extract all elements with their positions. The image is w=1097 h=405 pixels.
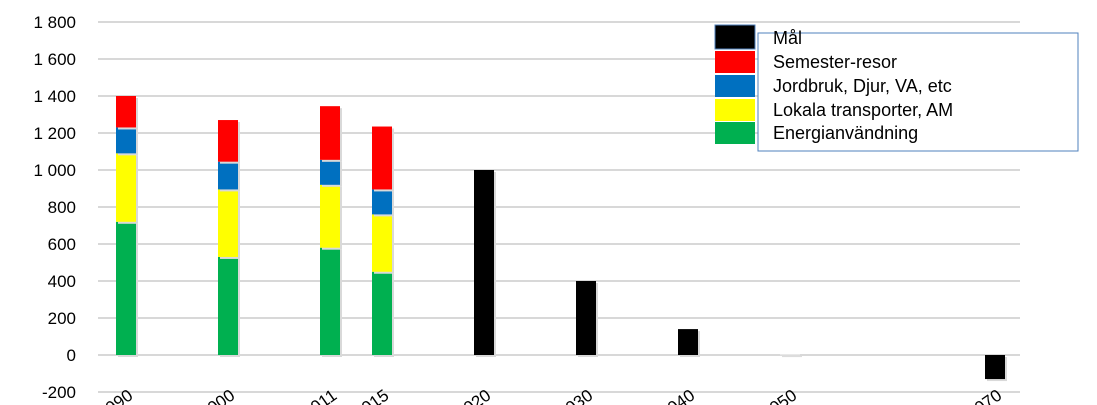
bar-2015-energianv-ndning: [372, 271, 392, 355]
x-tick-label: 2015: [350, 386, 392, 405]
legend-label: Jordbruk, Djur, VA, etc: [773, 76, 952, 96]
x-tick-label: 2070: [963, 386, 1005, 405]
y-tick-label: 400: [48, 272, 76, 291]
bar-2000-energianv-ndning: [218, 256, 238, 355]
bar-2000-lokala-transporter-am: [218, 189, 238, 257]
x-tick-label: 2040: [656, 386, 698, 405]
legend-label: Lokala transporter, AM: [773, 100, 953, 120]
bar-2015-semester-resor: [372, 126, 392, 190]
y-tick-label: -200: [42, 383, 76, 402]
x-tick-label: 1990: [94, 386, 136, 405]
y-tick-label: 200: [48, 309, 76, 328]
y-tick-label: 1 200: [33, 124, 76, 143]
bar-2040-m-l: [678, 329, 698, 355]
bar-2011-semester-resor: [320, 106, 340, 160]
y-tick-label: 1 000: [33, 161, 76, 180]
bars: [116, 96, 1007, 382]
x-tick-label: 2030: [554, 386, 596, 405]
bar-1990-energianv-ndning: [116, 221, 136, 355]
y-tick-label: 1 800: [33, 13, 76, 32]
legend-swatch: [715, 99, 755, 121]
y-tick-label: 1 600: [33, 50, 76, 69]
bar-2011-jordbruk-djur-va-etc: [320, 159, 340, 185]
legend-box: [757, 32, 1079, 152]
y-tick-label: 600: [48, 235, 76, 254]
bar-2000-semester-resor: [218, 120, 238, 162]
bar-2011-lokala-transporter-am: [320, 184, 340, 248]
x-axis: 1990 2000 2011 2015 2020 2030 2040 2050 2070: [94, 386, 1005, 405]
bar-1990-lokala-transporter-am: [116, 153, 136, 222]
legend-label: Energianvändning: [773, 123, 918, 143]
bar-2000-jordbruk-djur-va-etc: [218, 161, 238, 190]
x-tick-label: 2011: [299, 386, 340, 405]
legend-swatch: [715, 122, 755, 144]
bar-2015-lokala-transporter-am: [372, 214, 392, 272]
x-tick-label: 2050: [758, 386, 800, 405]
legend: Mål Semester-resor Jordbruk, Djur, VA, etc…: [714, 24, 1079, 152]
bar-2011-energianv-ndning: [320, 247, 340, 355]
bar-2015-jordbruk-djur-va-etc: [372, 189, 392, 215]
bar-shadow: [782, 356, 802, 358]
y-axis: -200 0 200 400 600 800 1 000 1 200 1 400 1 600 1 8…: [33, 13, 76, 402]
bar-2020-m-l: [474, 170, 494, 355]
x-tick-label: 2000: [196, 386, 238, 405]
legend-label: Semester-resor: [773, 52, 897, 72]
bar-2070-m-l: [985, 355, 1005, 380]
bar-2050-m-l: [780, 354, 800, 356]
legend-swatch: [715, 75, 755, 97]
y-tick-label: 800: [48, 198, 76, 217]
legend-swatch: [715, 51, 755, 73]
bar-1990-jordbruk-djur-va-etc: [116, 127, 136, 154]
y-tick-label: 0: [67, 346, 76, 365]
x-tick-label: 2020: [452, 386, 494, 405]
legend-label: Mål: [773, 28, 802, 48]
bar-1990-semester-resor: [116, 96, 136, 128]
legend-swatch: [714, 24, 756, 50]
bar-2030-m-l: [576, 281, 596, 355]
y-tick-label: 1 400: [33, 87, 76, 106]
